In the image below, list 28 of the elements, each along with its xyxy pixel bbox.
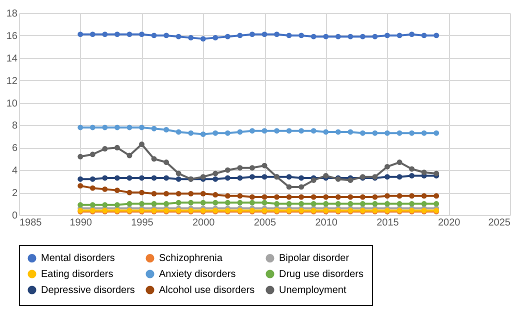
y-tick-label: 2 (12, 188, 18, 200)
x-tick-label: 2010 (315, 218, 338, 228)
x-tick-label: 2005 (254, 218, 277, 228)
y-tick-label: 18 (6, 8, 18, 20)
legend-label: Unemployment (279, 285, 346, 296)
x-tick-label: 1995 (131, 218, 154, 228)
legend-label: Mental disorders (41, 253, 115, 264)
legend-label: Depressive disorders (41, 285, 135, 296)
legend-label: Alcohol use disorders (159, 285, 255, 296)
x-tick-label: 2020 (438, 218, 461, 228)
legend-label: Drug use disorders (279, 269, 364, 280)
legend-label: Anxiety disorders (159, 269, 236, 280)
x-tick-label: 1990 (70, 218, 92, 228)
legend-label: Eating disorders (41, 269, 114, 280)
x-tick-label: 2015 (376, 218, 400, 228)
y-tick-label: 8 (12, 120, 18, 132)
legend-label: Schizophrenia (159, 253, 223, 264)
y-tick-label: 6 (12, 143, 18, 154)
y-tick-label: 14 (6, 53, 18, 64)
y-tick-label: 16 (6, 30, 18, 42)
legend-label: Bipolar disorder (279, 253, 350, 264)
y-tick-label: 10 (6, 98, 18, 110)
x-tick-label: 2000 (192, 218, 216, 228)
y-tick-label: 12 (6, 76, 18, 87)
y-tick-label: 0 (12, 210, 18, 222)
x-tick-label: 1985 (20, 218, 42, 228)
y-tick-label: 4 (12, 166, 18, 177)
x-tick-label: 2025 (488, 218, 511, 228)
